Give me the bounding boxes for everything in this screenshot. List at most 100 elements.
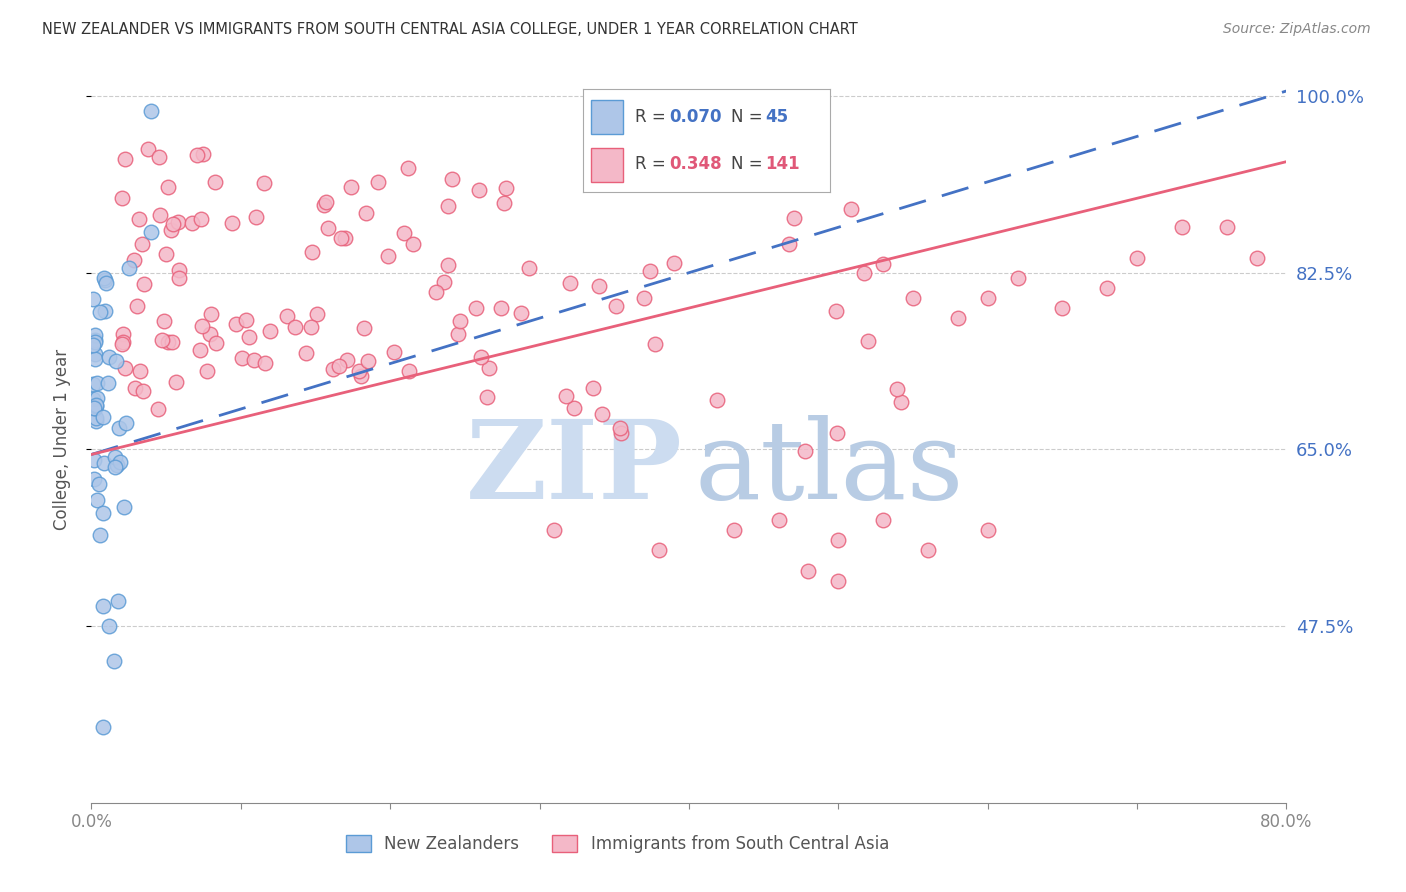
Point — [238, 330, 260, 344]
Bar — [591, 148, 623, 181]
Point — [356, 206, 378, 220]
Point — [198, 326, 221, 341]
Point — [82, 338, 104, 352]
Point — [112, 500, 135, 515]
Point — [1246, 251, 1268, 265]
Point — [112, 326, 135, 341]
Point — [1052, 301, 1074, 315]
Point — [591, 407, 613, 421]
Point — [644, 337, 666, 351]
Point — [131, 237, 153, 252]
Point — [231, 351, 253, 366]
Point — [169, 271, 191, 285]
Point — [190, 211, 212, 226]
Point — [129, 364, 152, 378]
Point — [872, 513, 894, 527]
Point — [162, 335, 184, 350]
Point — [159, 223, 181, 237]
Text: ZIP: ZIP — [467, 415, 683, 522]
Point — [322, 361, 344, 376]
Point — [87, 476, 110, 491]
Point — [84, 328, 107, 343]
Text: Source: ZipAtlas.com: Source: ZipAtlas.com — [1223, 22, 1371, 37]
Point — [105, 458, 128, 473]
Point — [609, 421, 631, 435]
Text: NEW ZEALANDER VS IMMIGRANTS FROM SOUTH CENTRAL ASIA COLLEGE, UNDER 1 YEAR CORREL: NEW ZEALANDER VS IMMIGRANTS FROM SOUTH C… — [42, 22, 858, 37]
Point — [449, 314, 471, 328]
Point — [91, 506, 114, 520]
Point — [200, 307, 222, 321]
Point — [98, 619, 121, 633]
Point — [141, 225, 163, 239]
Legend: New Zealanders, Immigrants from South Central Asia: New Zealanders, Immigrants from South Ce… — [339, 829, 896, 860]
Point — [83, 347, 105, 361]
Point — [86, 376, 108, 391]
Point — [103, 655, 125, 669]
Point — [886, 382, 908, 396]
Point — [396, 161, 419, 175]
Point — [235, 312, 257, 326]
Point — [86, 398, 108, 412]
Point — [83, 472, 105, 486]
Point — [347, 364, 370, 378]
Point — [582, 381, 605, 395]
Point — [495, 180, 517, 194]
Point — [610, 426, 633, 441]
Point — [723, 523, 745, 537]
Point — [315, 195, 337, 210]
Point — [1007, 270, 1029, 285]
Point — [357, 354, 380, 368]
Point — [97, 351, 120, 365]
Point — [783, 211, 806, 225]
Point — [111, 337, 134, 351]
Point — [328, 359, 350, 374]
Point — [778, 237, 800, 252]
Point — [367, 175, 389, 189]
Point — [827, 574, 849, 588]
Point — [204, 175, 226, 189]
Point — [83, 401, 105, 415]
Point — [188, 343, 211, 357]
Point — [827, 533, 849, 548]
Point — [1097, 281, 1119, 295]
Point — [917, 543, 939, 558]
Point — [155, 247, 177, 261]
Point — [245, 210, 267, 224]
Point — [768, 513, 790, 527]
Point — [128, 212, 150, 227]
Point — [84, 335, 107, 350]
Point — [543, 523, 565, 537]
Text: N =: N = — [731, 109, 768, 127]
Point — [706, 393, 728, 408]
Point — [638, 264, 661, 278]
Point — [336, 352, 359, 367]
Point — [221, 216, 243, 230]
Point — [125, 299, 148, 313]
Point — [890, 395, 912, 409]
Point — [153, 313, 176, 327]
Point — [82, 376, 104, 391]
Text: atlas: atlas — [695, 415, 965, 522]
Point — [853, 266, 876, 280]
Point — [114, 360, 136, 375]
Point — [330, 230, 353, 244]
Point — [167, 263, 190, 277]
Point — [131, 384, 153, 398]
Text: R =: R = — [636, 109, 671, 127]
Point — [91, 409, 114, 424]
Point — [662, 256, 685, 270]
Point — [93, 599, 115, 613]
Y-axis label: College, Under 1 year: College, Under 1 year — [52, 349, 70, 530]
Point — [794, 443, 817, 458]
Point — [93, 720, 115, 734]
Point — [89, 305, 111, 319]
Point — [588, 278, 610, 293]
Point — [110, 455, 132, 469]
Point — [901, 291, 924, 305]
Point — [112, 334, 135, 349]
Point — [824, 304, 846, 318]
Point — [105, 353, 128, 368]
Point — [146, 402, 169, 417]
Point — [93, 270, 115, 285]
Point — [205, 336, 228, 351]
